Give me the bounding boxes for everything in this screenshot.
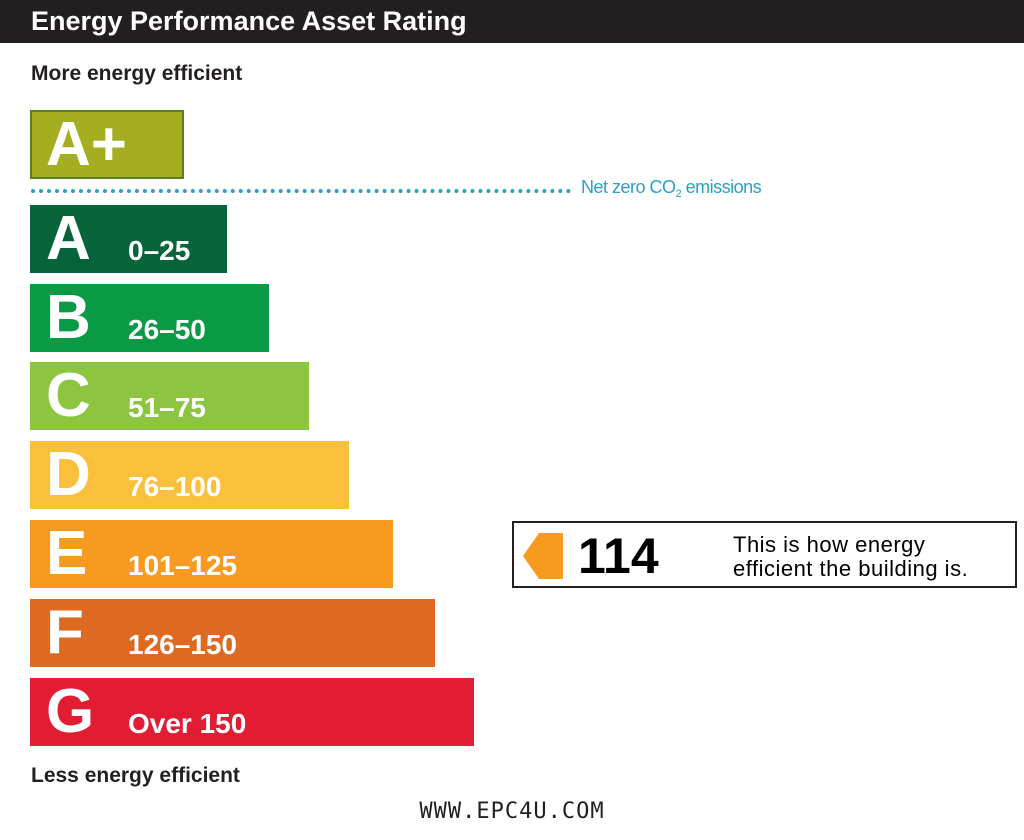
band-e: E 101–125 [30,520,393,588]
band-d: D 76–100 [30,441,349,509]
band-letter: A+ [46,110,127,179]
band-range: 51–75 [128,392,206,423]
band-a: A 0–25 [30,205,227,273]
rating-arrow-icon [523,533,563,579]
band-range: 0–25 [128,235,191,266]
band-range: 126–150 [128,629,238,660]
less-efficient-caption: Less energy efficient [31,764,240,787]
band-letter: C [46,361,91,430]
band-g: G Over 150 [30,678,474,746]
band-a-plus: A+ [30,110,184,179]
band-letter: B [46,283,91,352]
rating-description: This is how energy efficient the buildin… [733,532,969,581]
band-range: 26–50 [128,314,206,345]
more-efficient-caption: More energy efficient [31,62,243,85]
band-letter: A [46,204,91,273]
band-range: Over 150 [128,708,247,739]
rating-value: 114 [578,528,659,584]
net-zero-label: Net zero CO2 emissions [581,177,762,200]
band-range: 101–125 [128,550,238,581]
band-letter: F [46,598,84,667]
band-c: C 51–75 [30,362,309,430]
net-zero-dotted-line [31,189,571,193]
band-letter: D [46,440,91,509]
title-bar: Energy Performance Asset Rating [0,0,1024,43]
band-b: B 26–50 [30,284,269,352]
footer-website: WWW.EPC4U.COM [419,799,605,824]
band-letter: E [46,519,88,588]
band-f: F 126–150 [30,599,435,667]
rating-indicator: 114 This is how energy efficient the bui… [512,521,1017,588]
band-letter: G [46,677,95,746]
band-range: 76–100 [128,471,222,502]
page-title: Energy Performance Asset Rating [31,6,467,36]
